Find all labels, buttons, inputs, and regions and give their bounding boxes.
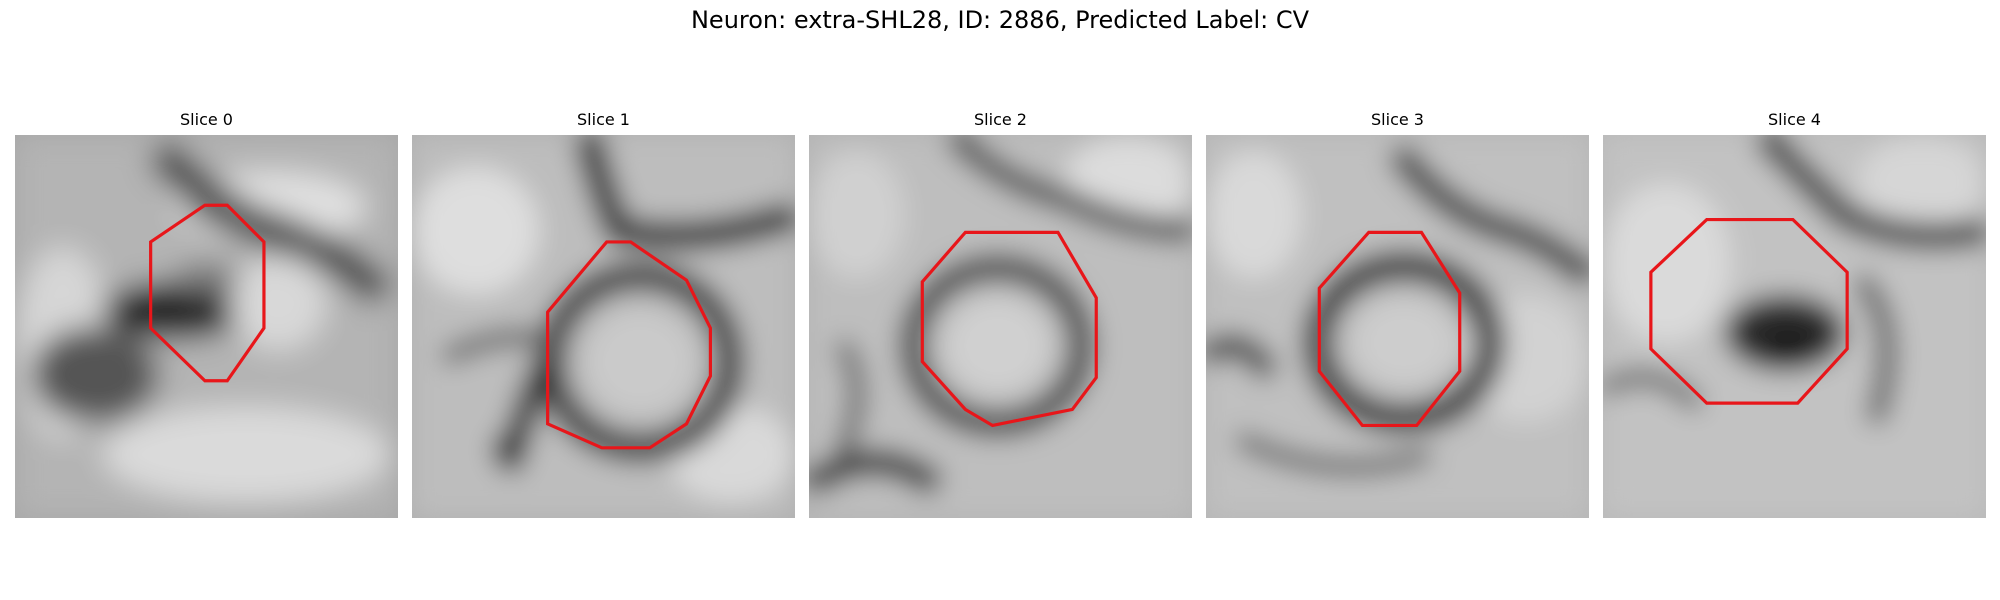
slice-title-2: Slice 2	[974, 110, 1027, 129]
slice-title-4: Slice 4	[1768, 110, 1821, 129]
slice-outline-2	[920, 230, 1098, 428]
slice-title-0: Slice 0	[180, 110, 233, 129]
slice-panel-4: Slice 4	[1603, 108, 1986, 518]
slice-outline-0	[149, 203, 266, 383]
slice-image-4	[1603, 135, 1986, 518]
slice-title-1: Slice 1	[577, 110, 630, 129]
slice-panel-3: Slice 3	[1206, 108, 1589, 518]
slice-outline-1	[546, 240, 713, 450]
slice-image-0	[15, 135, 398, 518]
slice-image-1	[412, 135, 795, 518]
slice-image-3	[1206, 135, 1589, 518]
slice-outline-3	[1317, 230, 1462, 428]
figure-title: Neuron: extra-SHL28, ID: 2886, Predicted…	[690, 6, 1310, 34]
slice-image-2	[809, 135, 1192, 518]
slice-panel-1: Slice 1	[412, 108, 795, 518]
slice-outline-4	[1649, 217, 1849, 405]
slice-panel-0: Slice 0	[15, 108, 398, 518]
slice-title-3: Slice 3	[1371, 110, 1424, 129]
slice-panel-2: Slice 2	[809, 108, 1192, 518]
